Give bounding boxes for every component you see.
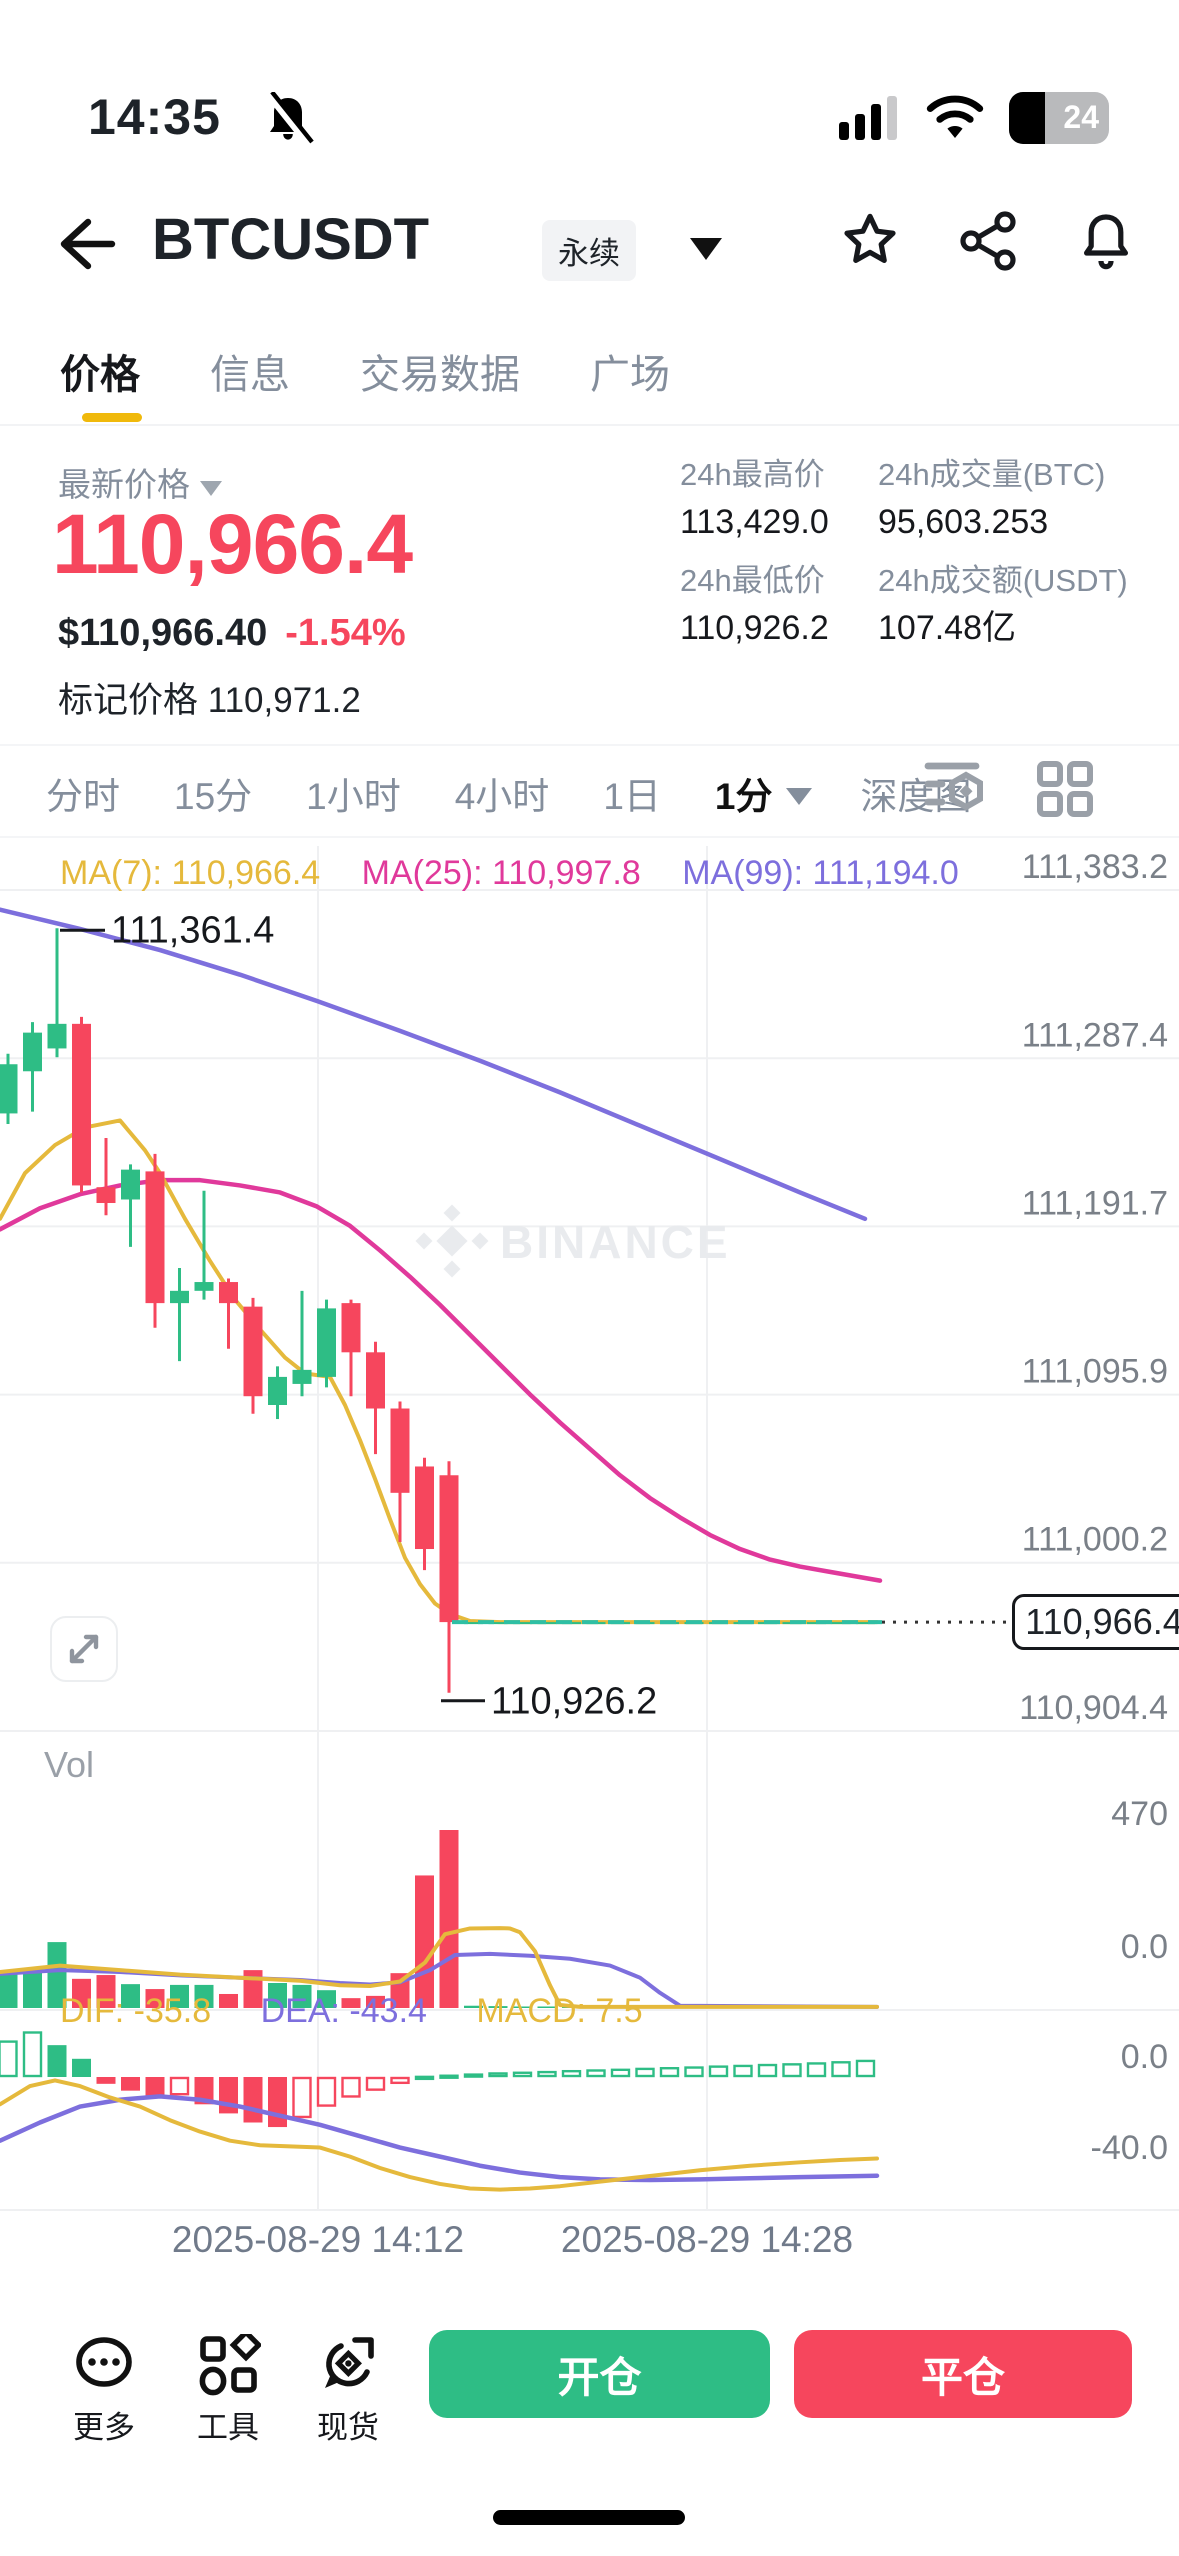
- spot-button[interactable]: 现货: [288, 2334, 408, 2447]
- indicator-settings-icon[interactable]: [920, 758, 990, 824]
- battery-icon: 24: [1009, 92, 1109, 144]
- last-price-label[interactable]: 最新价格: [58, 458, 222, 506]
- nav-tabs: 价格 信息 交易数据 广场: [60, 336, 1160, 424]
- wifi-icon: [925, 95, 985, 141]
- svg-text:470: 470: [1111, 1795, 1168, 1833]
- tf-1h[interactable]: 1小时: [306, 776, 401, 817]
- ma-labels: MA(7): 110,966.4 MA(25): 110,997.8 MA(99…: [60, 854, 991, 893]
- tf-1d[interactable]: 1日: [603, 776, 661, 817]
- more-label: 更多: [73, 2410, 135, 2445]
- last-price-value: 110,966.4: [52, 497, 413, 591]
- volume-pane-label: Vol: [44, 1744, 95, 1785]
- tab-info[interactable]: 信息: [210, 353, 290, 397]
- tab-price[interactable]: 价格: [60, 336, 142, 422]
- svg-text:110,904.4: 110,904.4: [1019, 1689, 1168, 1727]
- tools-button[interactable]: 工具: [168, 2334, 288, 2447]
- header: BTCUSDT 永续: [0, 196, 1179, 304]
- dea-label: DEA: -43.4: [260, 1992, 427, 2030]
- mark-price-row: 标记价格 110,971.2: [58, 681, 361, 720]
- change-percent: -1.54%: [285, 612, 406, 654]
- more-button[interactable]: 更多: [44, 2334, 164, 2447]
- fullscreen-chart-button[interactable]: [50, 1616, 118, 1682]
- spot-label: 现货: [317, 2410, 379, 2445]
- svg-text:111,361.4: 111,361.4: [111, 909, 274, 951]
- divider: [0, 424, 1179, 426]
- layout-grid-icon[interactable]: [1034, 758, 1096, 824]
- svg-text:0.0: 0.0: [1121, 1928, 1168, 1966]
- tools-label: 工具: [197, 2410, 259, 2445]
- svg-text:2025-08-29 14:12: 2025-08-29 14:12: [172, 2219, 464, 2260]
- divider: [0, 836, 1179, 838]
- binance-watermark: BINANCE: [415, 1204, 731, 1278]
- open-position-button[interactable]: 开仓: [429, 2330, 770, 2418]
- svg-text:0.0: 0.0: [1121, 2038, 1168, 2076]
- favorite-star-icon[interactable]: [839, 210, 901, 272]
- notifications-muted-icon: [262, 92, 314, 148]
- svg-text:111,287.4: 111,287.4: [1022, 1016, 1168, 1054]
- svg-text:111,191.7: 111,191.7: [1022, 1184, 1168, 1222]
- ma99-label: MA(99): 111,194.0: [682, 854, 959, 892]
- svg-text:-40.0: -40.0: [1091, 2129, 1169, 2167]
- cellular-signal-icon: [839, 96, 901, 140]
- symbol-title[interactable]: BTCUSDT: [152, 207, 430, 272]
- timeframe-bar: 分时 15分 1小时 4小时 1日 1分 深度图: [46, 756, 1136, 830]
- tf-dropdown-caret[interactable]: [786, 787, 813, 805]
- tab-square[interactable]: 广场: [590, 353, 670, 397]
- stat-24h-volume-btc: 24h成交量(BTC) 95,603.253: [878, 457, 1106, 541]
- share-icon[interactable]: [957, 210, 1019, 272]
- stats-grid: 24h最高价 113,429.0 24h成交量(BTC) 95,603.253 24…: [680, 452, 1150, 664]
- active-tab-underline: [82, 413, 142, 422]
- contract-type-badge: 永续: [542, 220, 636, 281]
- volume-bars: [0, 1830, 875, 2008]
- svg-text:2025-08-29 14:28: 2025-08-29 14:28: [561, 2219, 853, 2260]
- alert-bell-icon[interactable]: [1075, 210, 1137, 272]
- svg-text:BINANCE: BINANCE: [500, 1216, 731, 1268]
- tf-minute-line[interactable]: 分时: [46, 776, 120, 817]
- usd-price: $110,966.40: [58, 612, 268, 654]
- tf-15m[interactable]: 15分: [174, 776, 253, 817]
- ma25-label: MA(25): 110,997.8: [361, 854, 641, 892]
- macd-histogram: [0, 2031, 876, 2128]
- svg-text:111,383.2: 111,383.2: [1022, 848, 1168, 886]
- symbol-dropdown-caret[interactable]: [690, 238, 722, 260]
- macd-labels: DIF: -35.8 DEA: -43.4 MACD: 7.5: [60, 1992, 683, 2031]
- macd-value-label: MACD: 7.5: [476, 1992, 643, 2030]
- tab-trading-data[interactable]: 交易数据: [360, 353, 520, 397]
- battery-level: [1009, 92, 1045, 144]
- stat-24h-turnover-usdt: 24h成交额(USDT) 107.48亿: [878, 563, 1128, 647]
- clock: 14:35: [88, 89, 221, 145]
- current-price-tag[interactable]: 110,966.4: [1012, 1594, 1179, 1650]
- candles: [0, 928, 875, 1693]
- close-position-button[interactable]: 平仓: [794, 2330, 1132, 2418]
- home-indicator[interactable]: [493, 2510, 685, 2525]
- ma7-label: MA(7): 110,966.4: [60, 854, 321, 892]
- tf-selected-1m[interactable]: 1分: [714, 776, 773, 817]
- back-button[interactable]: [52, 214, 116, 274]
- svg-text:110,926.2: 110,926.2: [491, 1681, 657, 1723]
- svg-text:111,000.2: 111,000.2: [1022, 1521, 1168, 1559]
- svg-text:111,095.9: 111,095.9: [1022, 1353, 1168, 1391]
- battery-percent: 24: [1063, 99, 1099, 135]
- dif-label: DIF: -35.8: [60, 1992, 212, 2030]
- divider: [0, 744, 1179, 746]
- status-bar: 14:35 24: [0, 40, 1179, 160]
- usd-price-row: $110,966.40 -1.54%: [58, 612, 406, 655]
- stat-24h-low: 24h最低价 110,926.2: [680, 563, 829, 647]
- chevron-down-icon: [200, 481, 222, 496]
- stat-24h-high: 24h最高价 113,429.0: [680, 457, 829, 541]
- bottom-action-bar: 更多 工具 现货 开仓 平仓: [0, 2316, 1179, 2506]
- tf-4h[interactable]: 4小时: [454, 776, 550, 817]
